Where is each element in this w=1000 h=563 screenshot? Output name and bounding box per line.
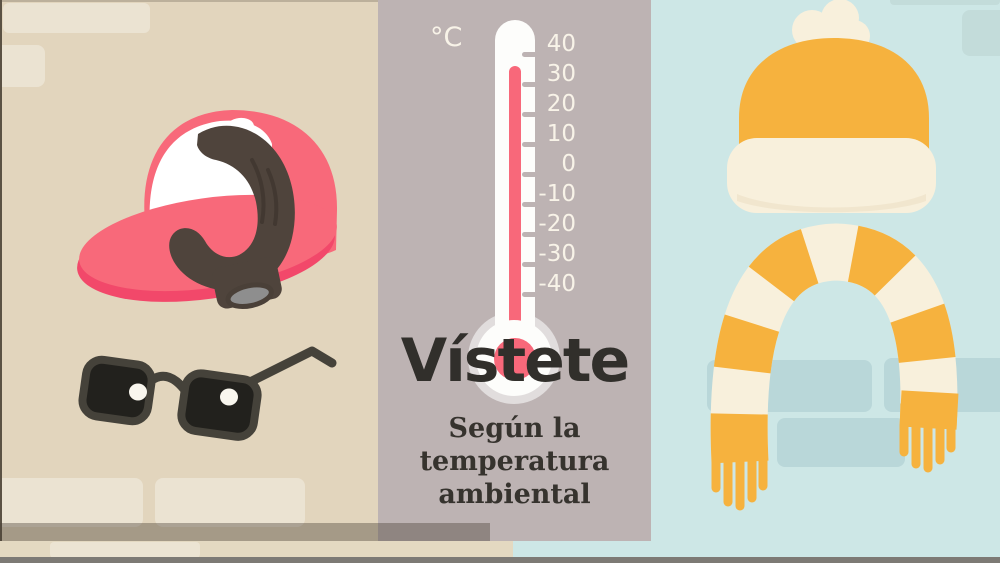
lens-highlight (129, 383, 147, 401)
wall-brick (884, 358, 1000, 412)
sunglasses-temple-arm (245, 346, 337, 387)
scale-label: -40 (538, 271, 576, 297)
scale-label: -10 (538, 181, 576, 207)
scale-tick (522, 52, 537, 57)
beanie-pompom (792, 0, 870, 64)
left-wall-edge (0, 0, 2, 541)
scale-tick (522, 172, 537, 177)
sunglasses-right-lens (177, 369, 262, 441)
poster-heading: Vístete (400, 326, 630, 396)
scale-label: -20 (538, 211, 576, 237)
glove-crease (250, 158, 266, 224)
beanie-band (727, 138, 936, 213)
scale-label: 40 (546, 31, 576, 57)
cap-button (226, 117, 254, 137)
glove-cuff-opening (225, 282, 274, 310)
beanie-dome (739, 38, 929, 150)
scale-tick (522, 292, 537, 297)
scale-tick (522, 262, 537, 267)
cold-side-panel (651, 0, 1000, 563)
wall-brick (962, 10, 1000, 56)
scale-label: 0 (561, 151, 576, 177)
scale-label: -30 (538, 241, 576, 267)
glove-crease (266, 168, 279, 226)
sunglasses-bridge (143, 371, 189, 394)
floor-shadow (0, 523, 490, 541)
wall-brick (777, 418, 905, 467)
cap-brim (79, 194, 337, 292)
wall-brick (0, 45, 45, 87)
wall-brick (3, 3, 150, 33)
glove-cuff (212, 257, 282, 309)
scale-label: 30 (546, 61, 576, 87)
bottom-baseboard (0, 557, 1000, 563)
cap-front-panel (149, 120, 272, 237)
wall-brick (707, 360, 872, 412)
subtitle-line: temperatura (419, 446, 610, 477)
sunglasses-left-lens (78, 355, 156, 426)
poster-subtitle: Según la temperatura ambiental (378, 412, 651, 511)
winter-clothes-illustration (710, 0, 959, 511)
cap-brim-edge (77, 202, 335, 302)
wall-brick (890, 0, 1000, 5)
wall-brick (155, 478, 305, 527)
warm-side-panel (0, 0, 378, 563)
glove-hand (169, 125, 295, 292)
cap-crown (144, 110, 338, 257)
subtitle-line: ambiental (438, 479, 591, 510)
celsius-unit-label: °C (430, 22, 463, 53)
glove-wrist (212, 257, 282, 310)
scale-tick (522, 82, 537, 87)
scale-tick (522, 112, 537, 117)
scale-label: 20 (546, 91, 576, 117)
floor-brick (50, 542, 200, 558)
thermometer-mercury (509, 66, 521, 358)
thermometer-bulb-mercury (494, 338, 536, 380)
scale-tick (522, 202, 537, 207)
beanie-band-shade (737, 194, 926, 213)
subtitle-line: Según la (448, 413, 581, 444)
scale-tick (522, 142, 537, 147)
wall-brick (0, 478, 143, 527)
lens-highlight (220, 388, 238, 406)
temperature-panel: °C 40 30 20 10 0 -10 -20 -30 -40 Vís (378, 0, 651, 541)
beanie-hat (727, 0, 936, 213)
wall-top-edge (0, 0, 378, 2)
scale-label: 10 (546, 121, 576, 147)
scale-tick (522, 232, 537, 237)
